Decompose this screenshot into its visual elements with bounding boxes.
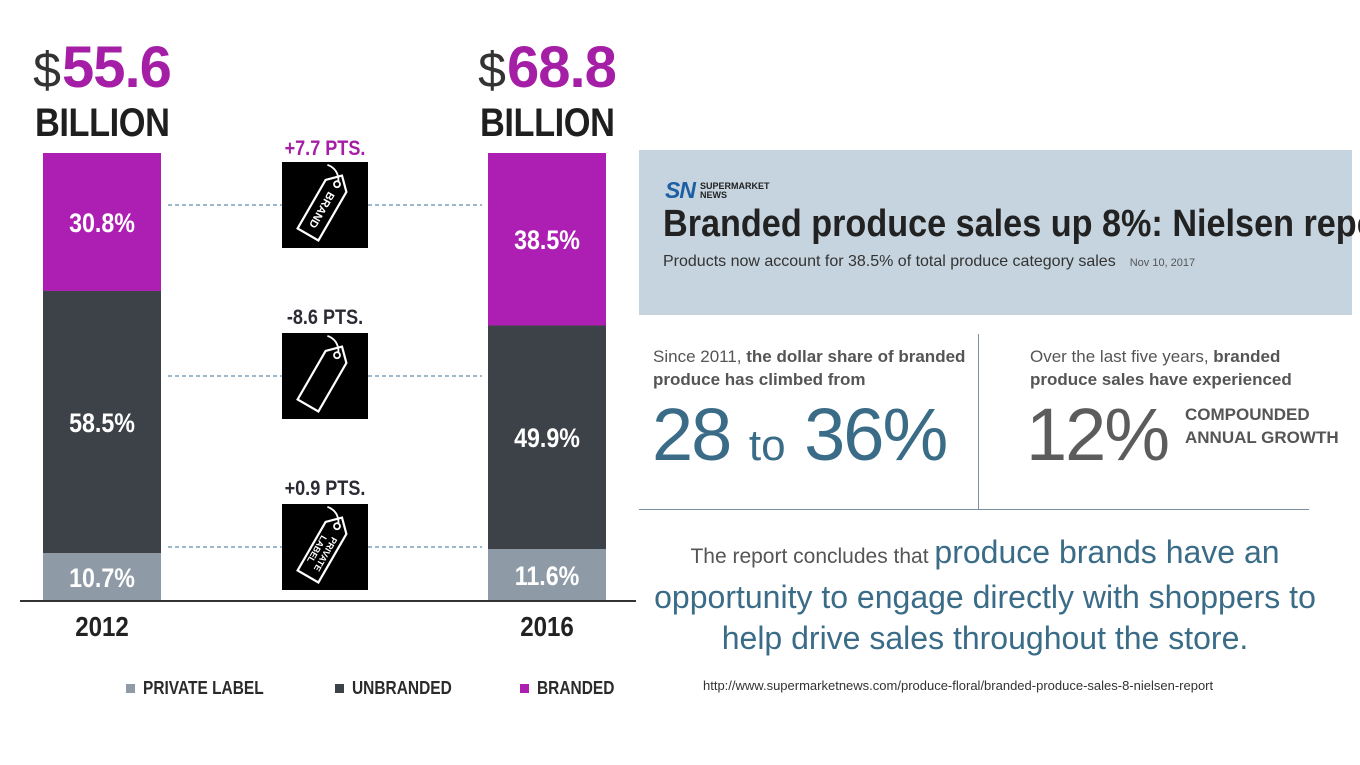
total-2016: $68.8 BILLION [467,35,627,145]
brand-tag-icon: BRAND [282,162,368,248]
data-label-2016-private-label: 11.6% [515,561,580,591]
stacked-bar-chart: 10.7% 58.5% 30.8% 11.6% 49.9% 38.5% BRAND PRIVA… [20,153,636,602]
growth-description: Over the last five years, branded produc… [1030,345,1330,391]
bar-2016-private-label [488,549,606,601]
currency-2016: $ [478,42,506,98]
report-conclusion: The report concludes that produce brands… [640,532,1330,659]
data-label-2016-unbranded: 49.9% [514,424,580,454]
growth-stat: 12% [1026,393,1170,476]
legend-swatch-branded [520,684,530,693]
private-label-change-label: +0.9 PTS. [284,477,366,500]
dollar-share-intro: Since 2011, [653,347,747,366]
conclusion-emphasis: produce brands have an opportunity to en… [654,534,1316,656]
year-label-2012: 2012 [75,611,129,642]
branded-change-label: +7.7 PTS. [284,137,366,160]
legend-branded: BRANDED [520,678,627,699]
bar-2012-private-label [43,553,161,601]
data-label-2016-branded: 38.5% [514,226,580,256]
article-subhead: Products now account for 38.5% of total … [663,253,1195,271]
dollar-share-to: 36% [804,393,948,476]
supermarket-news-logo: SN SUPERMARKET NEWS [665,177,790,204]
logo-publication: SUPERMARKET NEWS [699,180,770,200]
bar-2016-branded [488,153,606,326]
growth-caption-line-2: ANNUAL GROWTH [1185,428,1339,447]
legend-swatch-private-label [126,684,135,693]
unbranded-change-label: -8.6 PTS. [286,306,364,329]
stats-divider-vertical [978,334,979,510]
chart-legend: PRIVATE LABEL UNBRANDED BRANDED [126,678,627,699]
dollar-share-bold: the dollar share of branded produce has … [653,347,966,389]
year-label-2016: 2016 [520,611,574,642]
stats-divider-horizontal [639,509,1309,510]
growth-bold: branded produce sales have experienced [1030,347,1292,389]
bar-2016-unbranded [488,325,606,550]
dollar-share-description: Since 2011, the dollar share of branded … [653,345,973,391]
growth-caption-line-1: COMPOUNDED [1185,405,1310,424]
data-label-2012-branded: 30.8% [69,208,135,238]
subhead-text: Products now account for 38.5% of total … [663,253,1116,270]
total-unit-2012: BILLION [34,101,170,145]
legend-swatch-unbranded [335,684,345,693]
source-url: http://www.supermarketnews.com/produce-f… [703,678,1214,693]
bar-2012-unbranded [43,290,161,554]
article-date: Nov 10, 2017 [1129,257,1196,269]
growth-caption: COMPOUNDED ANNUAL GROWTH [1185,403,1339,449]
total-unit-2016: BILLION [479,101,615,145]
bar-2012-branded [43,153,161,291]
growth-intro: Over the last five years, [1030,347,1214,366]
article-banner: SN SUPERMARKET NEWS Branded produce sale… [639,150,1360,315]
data-label-2012-unbranded: 58.5% [69,408,135,438]
total-amount-2016: 68.8 [506,35,617,100]
dollar-share-stat: 28 to 36% [652,392,948,477]
conclusion-lead: The report concludes that [690,545,935,568]
logo-mark: SN [665,177,696,203]
data-label-2012-private-label: 10.7% [69,563,135,593]
total-amount-2012: 55.6 [61,35,172,100]
article-headline: Branded produce sales up 8%: Nielsen rep… [663,203,1360,245]
blank-tag-icon [282,333,368,419]
total-2012: $55.6 BILLION [22,35,182,145]
legend-unbranded: UNBRANDED [335,678,468,699]
dollar-share-from: 28 [652,393,732,476]
legend-private-label: PRIVATE LABEL [126,678,283,699]
currency-2012: $ [33,42,61,98]
dollar-share-to-word: to [748,421,786,470]
